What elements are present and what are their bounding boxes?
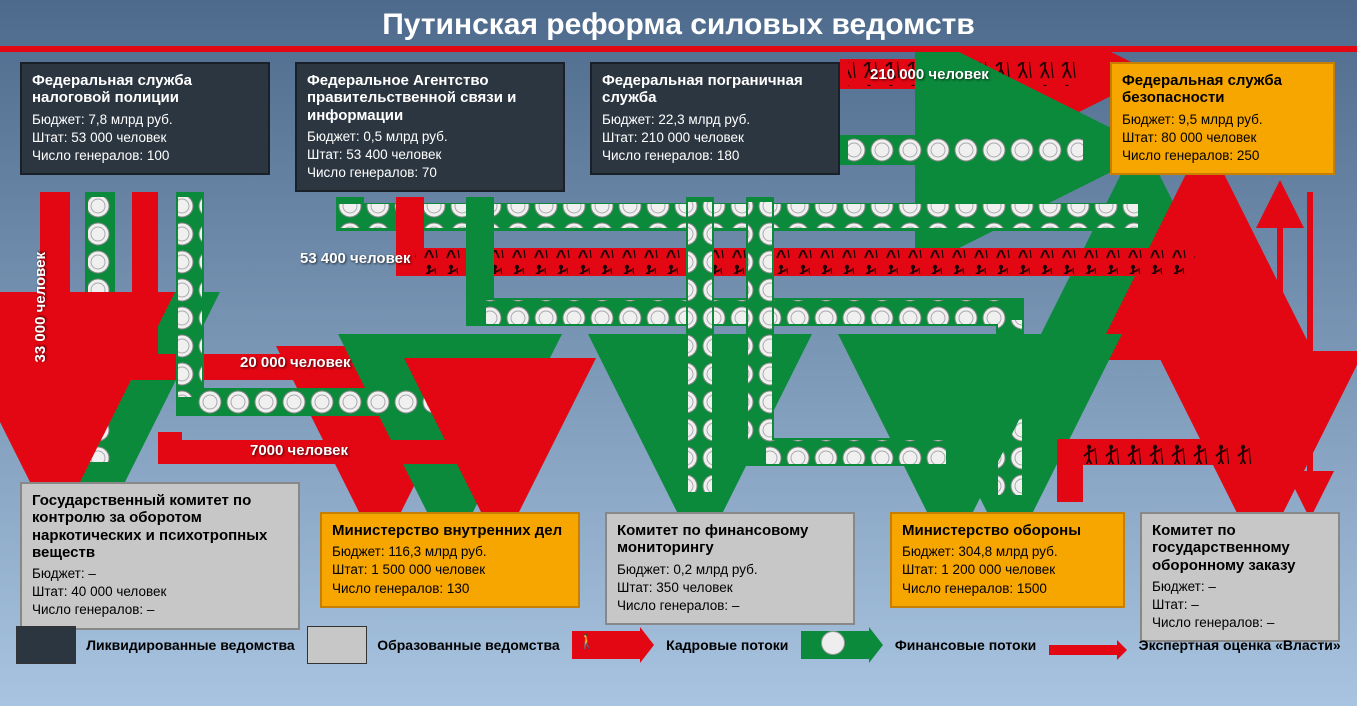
agency-border: Федеральная пограничная служба Бюджет: 2… [590, 62, 840, 175]
swatch-dark [16, 626, 76, 664]
agency-staff: Штат: 80 000 человек [1122, 129, 1323, 147]
agency-fsb: Федеральная служба безопасности Бюджет: … [1110, 62, 1335, 175]
legend: Ликвидированные ведомства Образованные в… [0, 626, 1357, 664]
agency-title: Федеральная служба безопасности [1122, 72, 1323, 107]
agency-tax-police: Федеральная служба налоговой полиции Бюд… [20, 62, 270, 175]
agency-generals: Число генералов: 130 [332, 580, 568, 598]
agency-staff: Штат: 1 500 000 человек [332, 561, 568, 579]
legend-expert: Экспертная оценка «Власти» [1049, 636, 1341, 655]
legend-liquidated: Ликвидированные ведомства [16, 626, 294, 664]
agency-fin-monitoring: Комитет по финансовому мониторингу Бюдже… [605, 512, 855, 625]
legend-financial: Финансовые потоки [801, 631, 1036, 659]
agency-generals: Число генералов: 70 [307, 164, 553, 182]
agency-budget: Бюджет: 116,3 млрд руб. [332, 543, 568, 561]
agency-generals: Число генералов: 250 [1122, 147, 1323, 165]
agency-generals: Число генералов: 1500 [902, 580, 1113, 598]
diagram: Федеральная служба налоговой полиции Бюд… [0, 52, 1357, 672]
agency-generals: Число генералов: – [32, 601, 288, 619]
label-33000: 33 000 человек [32, 252, 49, 362]
agency-staff: Штат: 210 000 человек [602, 129, 828, 147]
page-title: Путинская реформа силовых ведомств [0, 0, 1357, 46]
agency-title: Комитет по государственному оборонному з… [1152, 522, 1328, 574]
agency-budget: Бюджет: 0,2 млрд руб. [617, 561, 843, 579]
legend-label: Финансовые потоки [895, 637, 1036, 653]
agency-title: Государственный комитет по контролю за о… [32, 492, 288, 561]
agency-defense-orders: Комитет по государственному оборонному з… [1140, 512, 1340, 642]
agency-staff: Штат: – [1152, 596, 1328, 614]
legend-label: Кадровые потоки [666, 637, 788, 653]
agency-budget: Бюджет: 22,3 млрд руб. [602, 111, 828, 129]
label-20000: 20 000 человек [240, 354, 350, 371]
agency-generals: Число генералов: – [617, 597, 843, 615]
agency-mod: Министерство обороны Бюджет: 304,8 млрд … [890, 512, 1125, 608]
agency-budget: Бюджет: – [32, 565, 288, 583]
agency-staff: Штат: 350 человек [617, 579, 843, 597]
label-210000: 210 000 человек [870, 66, 989, 83]
legend-formed: Образованные ведомства [307, 626, 559, 664]
agency-budget: Бюджет: 0,5 млрд руб. [307, 128, 553, 146]
arrow-green-icon [801, 631, 871, 659]
agency-budget: Бюджет: 9,5 млрд руб. [1122, 111, 1323, 129]
agency-title: Комитет по финансовому мониторингу [617, 522, 843, 557]
agency-title: Федеральное Агентство правительственной … [307, 72, 553, 124]
agency-staff: Штат: 53 400 человек [307, 146, 553, 164]
agency-generals: Число генералов: 100 [32, 147, 258, 165]
arrow-thin-icon [1049, 645, 1119, 655]
arrow-red-icon: 🚶 [572, 631, 642, 659]
agency-fapsi: Федеральное Агентство правительственной … [295, 62, 565, 192]
legend-label: Экспертная оценка «Власти» [1139, 637, 1341, 653]
agency-budget: Бюджет: 304,8 млрд руб. [902, 543, 1113, 561]
agency-staff: Штат: 53 000 человек [32, 129, 258, 147]
agency-title: Федеральная пограничная служба [602, 72, 828, 107]
label-7000: 7000 человек [250, 442, 348, 459]
legend-label: Ликвидированные ведомства [86, 637, 294, 653]
legend-label: Образованные ведомства [377, 637, 559, 653]
agency-staff: Штат: 40 000 человек [32, 583, 288, 601]
agency-generals: Число генералов: 180 [602, 147, 828, 165]
legend-personnel: 🚶 Кадровые потоки [572, 631, 788, 659]
agency-staff: Штат: 1 200 000 человек [902, 561, 1113, 579]
agency-budget: Бюджет: – [1152, 578, 1328, 596]
agency-budget: Бюджет: 7,8 млрд руб. [32, 111, 258, 129]
agency-title: Федеральная служба налоговой полиции [32, 72, 258, 107]
agency-mvd: Министерство внутренних дел Бюджет: 116,… [320, 512, 580, 608]
swatch-gray [307, 626, 367, 664]
agency-drug-committee: Государственный комитет по контролю за о… [20, 482, 300, 630]
agency-title: Министерство обороны [902, 522, 1113, 539]
agency-title: Министерство внутренних дел [332, 522, 568, 539]
label-53400: 53 400 человек [300, 250, 410, 267]
